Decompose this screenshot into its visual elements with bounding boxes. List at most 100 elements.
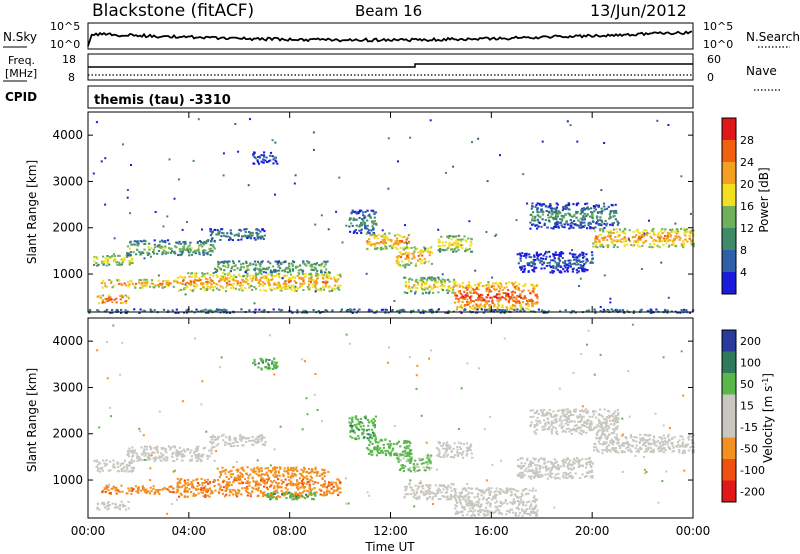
heatmap-cell [128,462,131,465]
heatmap-cell [467,285,470,288]
cpid-value: themis (tau) -3310 [94,93,231,108]
heatmap-cell [122,143,124,146]
heatmap-cell [413,464,416,467]
heatmap-cell [373,213,376,215]
heatmap-cell [288,281,291,284]
heatmap-cell [230,476,233,479]
heatmap-cell [479,303,482,306]
heatmap-cell [603,142,606,144]
heatmap-cell [349,430,352,433]
heatmap-cell [593,206,596,209]
heatmap-cell [599,306,602,308]
heatmap-cell [209,273,212,276]
heatmap-cell [569,219,572,222]
heatmap-cell [374,440,377,442]
heatmap-cell [510,291,513,294]
heatmap-cell [234,479,237,482]
heatmap-cell [445,445,448,448]
heatmap-cell [501,306,504,308]
heatmap-cell [564,259,567,262]
heatmap-cell [591,261,594,264]
heatmap-cell [603,227,606,230]
heatmap-cell [461,282,464,284]
heatmap-cell [169,282,172,285]
heatmap-cell [388,245,391,248]
heatmap-cell [427,487,430,490]
heatmap-cell [233,438,236,441]
heatmap-cell [246,265,249,268]
heatmap-cell [95,459,98,462]
heatmap-cell [462,456,465,459]
heatmap-cell [252,443,255,446]
heatmap-cell [267,281,270,284]
heatmap-cell [265,277,268,279]
heatmap-cell [447,236,450,239]
heatmap-cell [204,289,207,292]
heatmap-cell [312,283,315,286]
heatmap-cell [388,444,391,447]
heatmap-cell [118,263,121,266]
heatmap-cell [676,230,680,233]
heatmap-cell [145,284,148,286]
heatmap-cell [159,282,162,285]
heatmap-cell [403,439,406,442]
heatmap-cell [637,238,640,241]
heatmap-cell [176,482,179,485]
heatmap-cell [302,476,306,479]
heatmap-cell [349,435,352,438]
heatmap-cell [419,459,422,462]
heatmap-cell [231,278,234,281]
heatmap-cell [225,286,228,289]
heatmap-cell [628,240,632,243]
heatmap-cell [314,263,318,266]
heatmap-cell [218,261,221,264]
heatmap-cell [426,287,429,290]
heatmap-cell [260,480,263,483]
heatmap-cell [427,466,430,469]
heatmap-cell [511,303,515,306]
heatmap-cell [268,283,272,286]
heatmap-cell [648,219,650,222]
heatmap-cell [100,160,103,163]
heatmap-cell [202,447,205,450]
heatmap-cell [164,459,167,462]
heatmap-cell [576,224,579,227]
heatmap-cell [390,240,393,243]
heatmap-cell [529,227,532,230]
heatmap-cell [540,267,543,270]
heatmap-cell [104,490,107,493]
heatmap-cell [585,261,588,264]
heatmap-cell [325,274,328,277]
heatmap-cell [333,489,336,492]
heatmap-cell [302,481,306,484]
heatmap-cell [425,282,428,285]
heatmap-cell [97,310,100,313]
heatmap-cell [219,267,222,270]
heatmap-cell [669,228,672,231]
heatmap-cell [301,485,304,488]
heatmap-cell [484,506,488,509]
heatmap-cell [420,281,423,284]
heatmap-cell [212,272,215,274]
heatmap-cell [327,484,330,487]
heatmap-cell [416,496,419,499]
heatmap-cell [655,308,658,311]
heatmap-cell [179,446,182,449]
heatmap-cell [427,250,430,253]
heatmap-cell [503,311,506,314]
heatmap-cell [377,448,380,451]
heatmap-cell [361,221,364,223]
heatmap-cell [581,254,584,257]
heatmap-cell [600,210,603,213]
heatmap-cell [389,442,392,445]
heatmap-cell [225,265,228,268]
heatmap-cell [135,240,138,243]
heatmap-cell [418,457,421,460]
heatmap-cell [103,503,106,506]
heatmap-cell [247,236,251,239]
heatmap-cell [412,309,415,312]
heatmap-cell [460,304,463,307]
heatmap-cell [255,228,258,231]
heatmap-cell [277,264,281,267]
heatmap-cell [251,288,254,291]
